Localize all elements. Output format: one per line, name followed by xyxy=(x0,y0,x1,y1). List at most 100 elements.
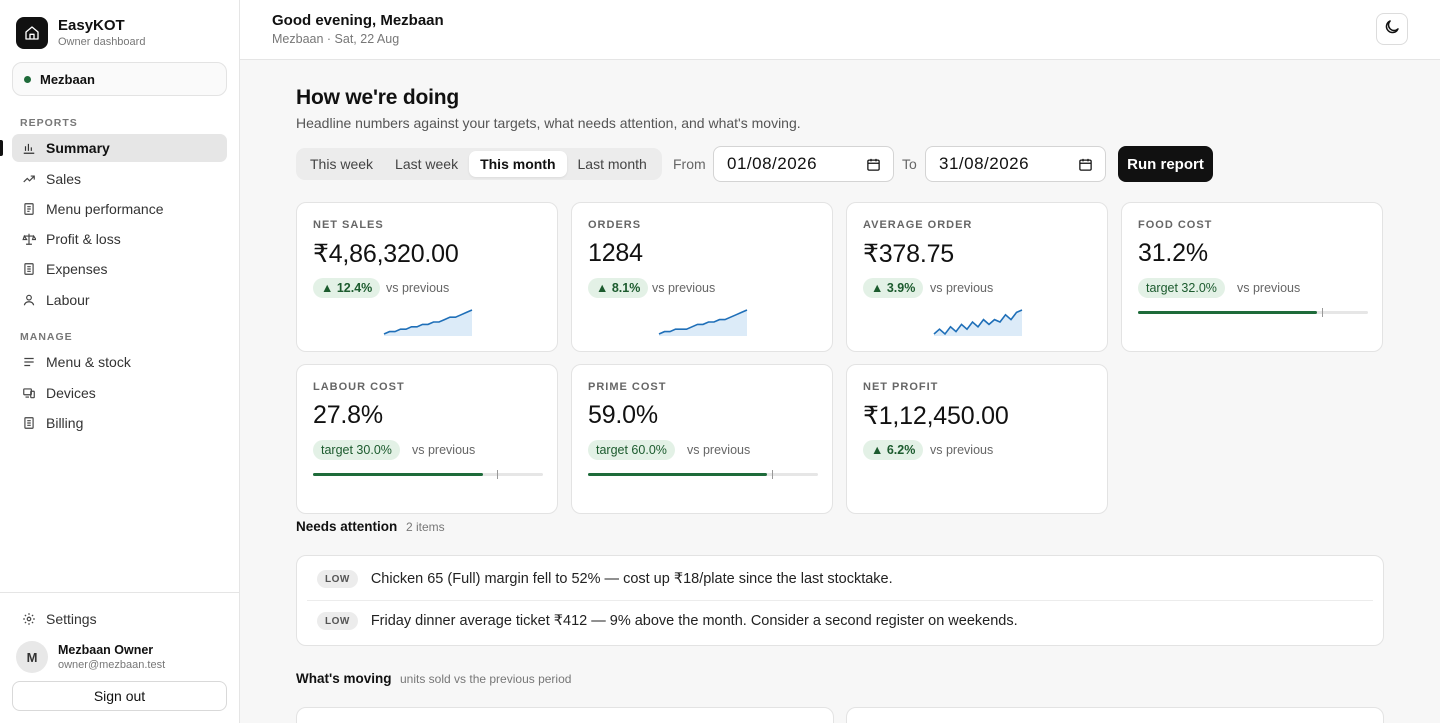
sidebar-item-labour[interactable]: Labour xyxy=(12,286,227,314)
user-profile[interactable]: M Mezbaan Owner owner@mezbaan.test xyxy=(16,641,165,673)
kpi-value: ₹378.75 xyxy=(863,240,954,268)
sidebar-item-profit-loss[interactable]: Profit & loss xyxy=(12,225,227,253)
nav-heading-manage: MANAGE xyxy=(20,331,73,343)
sparkline-area xyxy=(659,310,747,336)
sidebar-item-billing[interactable]: Billing xyxy=(12,409,227,437)
target-progress-bar xyxy=(588,470,818,479)
from-date-input[interactable]: 01/08/2026 xyxy=(713,146,894,182)
sparkline-line xyxy=(933,309,1023,336)
range-option-this-month[interactable]: This month xyxy=(469,151,567,177)
location-selector[interactable]: Mezbaan xyxy=(12,62,227,96)
document-icon xyxy=(20,200,38,218)
kpi-label: PRIME COST xyxy=(588,381,667,393)
trending-up-icon xyxy=(20,170,38,188)
attention-text: Friday dinner average ticket ₹412 — 9% a… xyxy=(370,613,1018,629)
sidebar-item-label: Billing xyxy=(46,415,84,431)
sign-out-button[interactable]: Sign out xyxy=(12,681,227,711)
status-dot-icon xyxy=(24,75,31,83)
sidebar-item-menu-stock[interactable]: Menu & stock xyxy=(12,348,227,376)
main-content: How we're doing Headline numbers against… xyxy=(240,61,1440,723)
kpi-value: ₹4,86,320.00 xyxy=(313,240,459,268)
sidebar-item-summary[interactable]: Summary xyxy=(12,134,227,162)
change-badge: ▲ 12.4% xyxy=(313,278,381,298)
attention-title: Needs attention xyxy=(296,519,398,534)
kpi-card-food-cost: FOOD COST 31.2% target 32.0% vs previous xyxy=(1121,202,1383,352)
target-marker xyxy=(772,470,773,479)
sidebar-item-menu-performance[interactable]: Menu performance xyxy=(12,195,227,223)
sidebar-item-label: Menu & stock xyxy=(46,354,131,370)
divider xyxy=(307,600,1373,601)
kpi-label: NET SALES xyxy=(313,219,384,231)
kpi-card-net-profit: NET PROFIT ₹1,12,450.00 ▲ 6.2% vs previo… xyxy=(846,364,1108,514)
from-label: From xyxy=(673,156,706,172)
kpi-label: ORDERS xyxy=(588,219,642,231)
progress-fill xyxy=(588,473,768,476)
kpi-value: 59.0% xyxy=(588,401,658,429)
target-marker xyxy=(1322,308,1323,317)
kpi-card-net-sales: NET SALES ₹4,86,320.00 ▲ 12.4% vs previo… xyxy=(296,202,558,352)
greeting-subtitle: Mezbaan · Sat, 22 Aug xyxy=(272,32,400,46)
to-date-value: 31/08/2026 xyxy=(939,154,1030,173)
attention-item[interactable]: LOW Friday dinner average ticket ₹412 — … xyxy=(309,601,1373,641)
change-badge: ▲ 3.9% xyxy=(863,278,924,298)
change-badge: ▲ 8.1% xyxy=(588,278,649,298)
attention-count: 2 items xyxy=(406,520,445,534)
kpi-label: LABOUR COST xyxy=(313,381,405,393)
home-icon xyxy=(16,17,48,49)
sidebar-item-label: Summary xyxy=(46,140,110,156)
page-subtitle: Headline numbers against your targets, w… xyxy=(296,115,801,131)
location-name: Mezbaan xyxy=(40,71,95,87)
sidebar: EasyKOT Owner dashboard Mezbaan REPORTS … xyxy=(0,0,240,723)
to-label: To xyxy=(902,156,917,172)
target-badge: target 30.0% xyxy=(313,440,400,460)
severity-badge: LOW xyxy=(317,570,358,588)
sparkline xyxy=(658,309,748,336)
range-option-last-week[interactable]: Last week xyxy=(395,156,459,172)
severity-badge: LOW xyxy=(317,612,358,630)
moving-title: What's moving xyxy=(296,671,392,686)
moving-subtitle: units sold vs the previous period xyxy=(400,672,572,686)
page-title: How we're doing xyxy=(296,86,460,109)
moving-card-right xyxy=(846,707,1384,723)
kpi-card-labour-cost: LABOUR COST 27.8% target 30.0% vs previo… xyxy=(296,364,558,514)
sidebar-item-expenses[interactable]: Expenses xyxy=(12,255,227,283)
brand-subtitle: Owner dashboard xyxy=(58,36,146,48)
kpi-compare: vs previous xyxy=(930,443,994,457)
bar-chart-icon xyxy=(20,139,38,157)
range-option-last-month[interactable]: Last month xyxy=(577,156,647,172)
sparkline xyxy=(933,309,1023,336)
calendar-icon[interactable] xyxy=(866,157,881,177)
theme-toggle-button[interactable] xyxy=(1376,13,1408,45)
sidebar-item-settings[interactable]: Settings xyxy=(12,605,227,633)
range-option-this-week[interactable]: This week xyxy=(310,156,374,172)
sidebar-item-devices[interactable]: Devices xyxy=(12,379,227,407)
moon-icon xyxy=(1383,18,1401,41)
kpi-compare: vs previous xyxy=(687,443,751,457)
kpi-compare: vs previous xyxy=(1237,281,1301,295)
top-bar: Good evening, Mezbaan Mezbaan · Sat, 22 … xyxy=(240,0,1440,60)
kpi-compare: vs previous xyxy=(386,281,450,295)
list-icon xyxy=(20,353,38,371)
sidebar-item-label: Sales xyxy=(46,171,82,187)
target-progress-bar xyxy=(313,470,543,479)
sidebar-item-label: Menu performance xyxy=(46,201,164,217)
from-date-value: 01/08/2026 xyxy=(727,154,818,173)
progress-fill xyxy=(1138,311,1318,314)
to-date-input[interactable]: 31/08/2026 xyxy=(925,146,1106,182)
sparkline-line xyxy=(658,309,748,335)
greeting: Good evening, Mezbaan xyxy=(272,12,444,29)
kpi-label: AVERAGE ORDER xyxy=(863,219,973,231)
receipt-icon xyxy=(20,260,38,278)
sidebar-item-label: Devices xyxy=(46,385,96,401)
user-name: Mezbaan Owner xyxy=(58,642,154,657)
active-indicator xyxy=(0,140,3,156)
run-report-button[interactable]: Run report xyxy=(1118,146,1213,182)
kpi-compare: vs previous xyxy=(412,443,476,457)
calendar-icon[interactable] xyxy=(1078,157,1093,177)
progress-fill xyxy=(313,473,484,476)
kpi-compare: vs previous xyxy=(652,281,716,295)
avatar: M xyxy=(16,641,48,673)
kpi-card-average-order: AVERAGE ORDER ₹378.75 ▲ 3.9% vs previous xyxy=(846,202,1108,352)
sidebar-item-sales[interactable]: Sales xyxy=(12,165,227,193)
attention-item[interactable]: LOW Chicken 65 (Full) margin fell to 52%… xyxy=(309,559,1373,599)
